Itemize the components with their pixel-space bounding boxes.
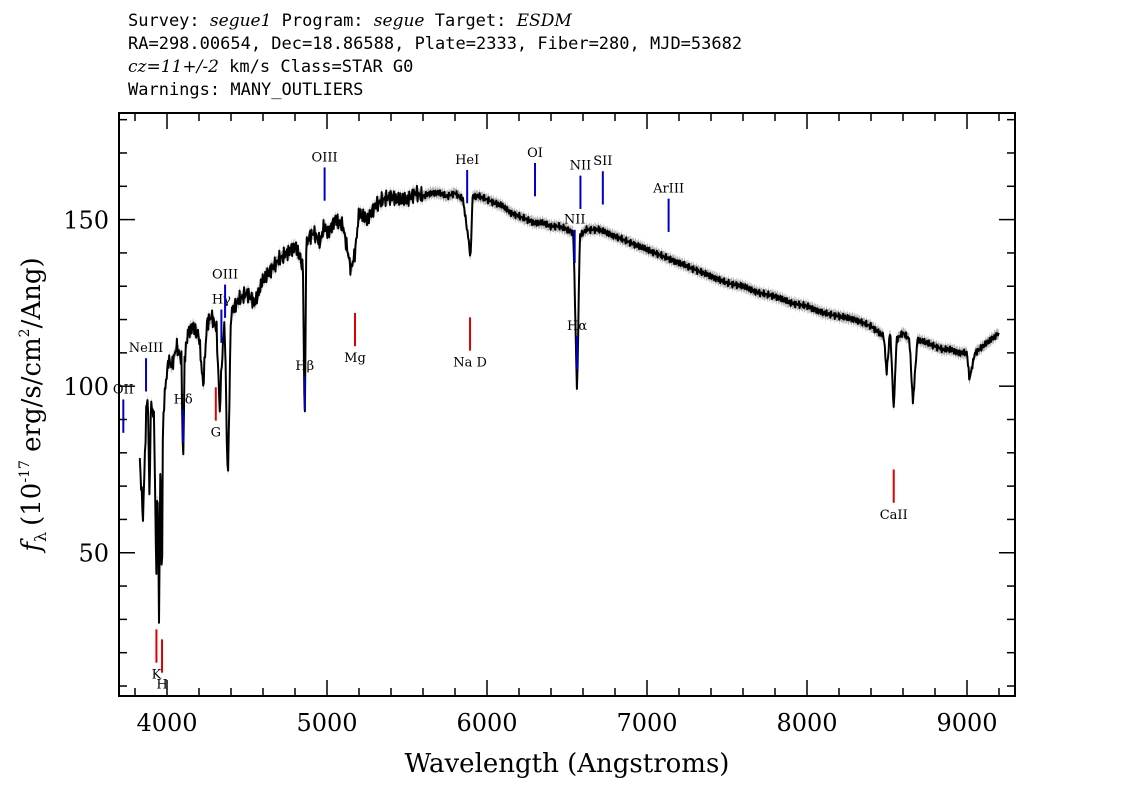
line-label-0: OII — [113, 383, 134, 398]
x-tick-label: 5000 — [296, 709, 357, 737]
line-label-5: Hβ — [295, 359, 314, 374]
line-label-18: Na D — [453, 356, 487, 371]
line-label-12: SII — [593, 154, 612, 169]
error-band — [139, 180, 999, 629]
x-tick-label: 6000 — [456, 709, 517, 737]
line-label-4: OIII — [212, 268, 238, 283]
y-axis: 50 100 150 — [63, 118, 1015, 687]
line-label-7: HeI — [455, 153, 479, 168]
survey-value: segue1 — [209, 11, 272, 31]
line-label-3: Hγ — [212, 293, 231, 308]
line-label-19: CaII — [880, 508, 908, 523]
plot-frame — [118, 112, 1016, 697]
header-line-1: Survey: segue1 Program: segue Target: ES… — [128, 10, 742, 33]
header-line-4: Warnings: MANY_OUTLIERS — [128, 80, 364, 100]
y-axis-exponent: -17 — [17, 460, 33, 483]
x-tick-label: 8000 — [776, 709, 837, 737]
line-label-16: G — [211, 426, 221, 441]
survey-label: Survey: — [128, 11, 200, 31]
x-tick-label: 7000 — [616, 709, 677, 737]
y-axis-unit: erg/s/cm — [17, 337, 47, 460]
x-axis-title: Wavelength (Angstroms) — [405, 749, 730, 779]
line-label-1: NeIII — [129, 341, 163, 356]
x-axis: 4000 5000 6000 7000 8000 9000 — [134, 113, 1000, 737]
line-label-8: OI — [527, 146, 543, 161]
header-line-3: cz=11+/-2 km/s Class=STAR G0 — [128, 56, 742, 79]
spectrum-layer — [138, 184, 1000, 624]
error-band-layer — [139, 180, 999, 629]
y-axis-title: fλ(10-17 erg/s/cm2/Ang) — [17, 257, 50, 553]
class-value: Class=STAR G0 — [280, 57, 414, 77]
line-label-17: Mg — [344, 351, 366, 366]
program-label: Program: — [281, 11, 364, 31]
y-tick-label: 50 — [78, 540, 109, 568]
y-axis-exponent-2: 2 — [17, 328, 33, 337]
line-label-6: OIII — [312, 150, 338, 165]
redshift-unit: km/s — [229, 57, 271, 77]
spectrum-header: Survey: segue1 Program: segue Target: ES… — [128, 10, 742, 102]
target-label: Target: — [434, 11, 507, 31]
line-label-10: Hα — [567, 319, 587, 334]
target-value: ESDM — [516, 11, 572, 31]
line-label-11: NII — [570, 159, 592, 174]
line-label-14: K — [152, 668, 162, 683]
program-value: segue — [373, 11, 425, 31]
redshift-value: cz=11+/-2 — [128, 57, 219, 77]
x-tick-label: 9000 — [936, 709, 997, 737]
line-label-9: NII — [564, 213, 586, 228]
x-tick-label: 4000 — [136, 709, 197, 737]
line-label-15: H — [156, 678, 167, 693]
y-axis-subscript: λ — [31, 532, 50, 542]
y-axis-unit-end: /Ang) — [17, 257, 47, 328]
line-label-13: ArIII — [652, 182, 684, 197]
y-tick-label: 100 — [63, 373, 109, 401]
spectrum-line — [138, 184, 1000, 624]
header-line-2: RA=298.00654, Dec=18.86588, Plate=2333, … — [128, 34, 743, 54]
y-tick-label: 150 — [63, 207, 109, 235]
line-label-2: Hδ — [174, 392, 193, 407]
y-axis-text: (10 — [17, 483, 47, 526]
